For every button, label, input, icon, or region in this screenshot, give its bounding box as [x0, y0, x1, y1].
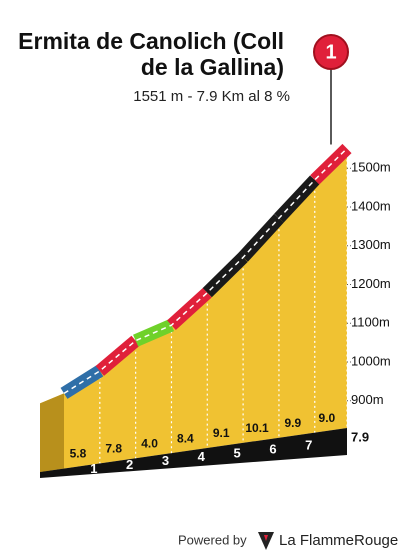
gradient-label: 9.9	[285, 416, 302, 430]
x-tick-label: 4	[198, 449, 206, 464]
gradient-label: 9.1	[213, 426, 230, 440]
x-tick-label: 5	[233, 445, 240, 460]
x-tick-label: 1	[90, 461, 97, 476]
y-tick-label: 1400m	[351, 198, 391, 213]
brand: La FlammeRouge	[279, 532, 398, 549]
chart-title: Ermita de Canolich (Coll de la Gallina)	[18, 28, 284, 80]
y-tick-label: 1500m	[351, 160, 391, 175]
gradient-label: 7.8	[105, 442, 122, 456]
profile-side	[40, 393, 64, 472]
x-tick-label: 3	[162, 453, 169, 468]
brand-logo-accent	[264, 535, 268, 541]
marker	[313, 34, 349, 70]
marker-label: 1	[325, 41, 336, 63]
profile-centerline	[63, 147, 348, 395]
y-tick-label: 1100m	[351, 315, 390, 330]
gradient-label: 9.0	[319, 411, 336, 425]
powered-by: Powered by	[178, 532, 247, 547]
y-tick-label: 1200m	[351, 276, 391, 291]
x-tick-label: 7	[305, 437, 312, 452]
x-tick-label: 7.9	[351, 429, 369, 444]
gradient-label: 5.8	[70, 447, 87, 461]
gradient-label: 4.0	[141, 436, 158, 450]
y-tick-label: 900m	[351, 392, 384, 407]
x-tick-label: 2	[126, 457, 133, 472]
x-tick-label: 6	[269, 441, 276, 456]
subtitle: 1551 m - 7.9 Km al 8 %	[133, 88, 290, 105]
gradient-label: 10.1	[245, 421, 269, 435]
y-tick-label: 1300m	[351, 237, 391, 252]
gradient-label: 8.4	[177, 431, 194, 445]
y-tick-label: 1000m	[351, 353, 391, 368]
base-band	[40, 428, 347, 478]
